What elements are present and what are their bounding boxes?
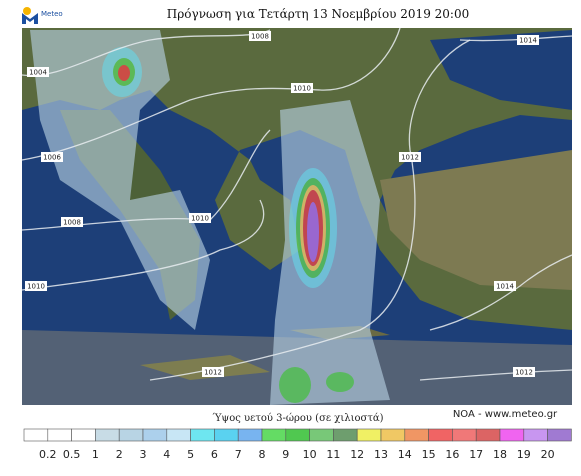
legend-label: 4 [163, 448, 170, 461]
isobar-label-box [25, 281, 47, 291]
map: 1004 1008 1014 1010 1006 1012 1008 1010 1010 1014… [21, 27, 573, 405]
legend-label: 10 [303, 448, 317, 461]
legend-label: 20 [541, 448, 555, 461]
rain-cell [326, 372, 354, 392]
isobar-label: 1010 [293, 85, 311, 93]
land-anatolia [380, 150, 572, 290]
isobar-label-box [513, 367, 535, 377]
isobar-label: 1010 [27, 283, 45, 291]
legend: 0.2 0.5 1 2 3 4 5 6 7 8 9 10 11 12 13 14 15 16 17 18 19 20 [23, 428, 572, 461]
rain-cell [118, 65, 130, 81]
legend-label: 18 [493, 448, 507, 461]
legend-swatch [214, 428, 239, 442]
legend-label: 0.2 [39, 448, 57, 461]
logo-text: Meteo [41, 10, 63, 18]
legend-swatch [95, 428, 120, 442]
isobar-label-box [61, 217, 83, 227]
legend-swatch [380, 428, 406, 442]
isobar-label: 1010 [191, 215, 209, 223]
isobar-label: 1004 [29, 69, 47, 77]
isobar-label: 1006 [43, 154, 61, 162]
legend-swatch [23, 428, 49, 442]
legend-swatch [333, 428, 358, 442]
isobar-label: 1012 [401, 154, 419, 162]
legend-label: 16 [445, 448, 459, 461]
isobar-labels: 1004 1008 1014 1010 1006 1012 1008 1010 1010 1014… [25, 31, 539, 377]
legend-swatch [475, 428, 501, 442]
legend-label: 0.5 [63, 448, 81, 461]
isobar [419, 369, 573, 381]
legend-label: 3 [140, 448, 147, 461]
isobar-label-box [249, 31, 271, 41]
isobar-label: 1014 [496, 283, 514, 291]
isobar-label: 1014 [519, 37, 537, 45]
legend-swatch [547, 428, 572, 442]
isobar [21, 29, 271, 77]
legend-label: 6 [211, 448, 218, 461]
legend-swatch [523, 428, 548, 442]
precipitation [30, 30, 390, 405]
black-sea [430, 30, 572, 110]
isobar-label: 1008 [251, 33, 269, 41]
credit: NOA - www.meteo.gr [453, 409, 558, 420]
isobar [21, 199, 265, 291]
legend-label: 14 [398, 448, 412, 461]
land-balkans [22, 28, 572, 330]
legend-label: 11 [326, 448, 340, 461]
legend-swatch [142, 428, 168, 442]
legend-swatch [261, 428, 287, 442]
legend-swatch [309, 428, 334, 442]
legend-label: 17 [469, 448, 483, 461]
isobar [149, 39, 471, 381]
logo-mark [22, 13, 38, 24]
isobar [429, 254, 573, 331]
legend-swatch [118, 428, 144, 442]
legend-swatch [428, 428, 453, 442]
legend-label: 2 [116, 448, 123, 461]
legend-swatch [285, 428, 310, 442]
legend-title: Ύψος υετού 3-ώρου (σε χιλιοστά) [212, 413, 383, 424]
isobar-label-box [291, 83, 313, 93]
legend-swatch [166, 428, 191, 442]
legend-swatch [404, 428, 429, 442]
title: Πρόγνωση για Τετάρτη 13 Νοεμβρίου 2019 2… [167, 7, 469, 21]
legend-swatch [47, 428, 72, 442]
legend-swatch [499, 428, 525, 442]
rain-cell [279, 367, 311, 403]
legend-label: 12 [350, 448, 364, 461]
legend-swatch [356, 428, 382, 442]
legend-swatch [71, 428, 96, 442]
legend-label: 1 [92, 448, 99, 461]
legend-label: 5 [187, 448, 194, 461]
isobar-label: 1008 [63, 219, 81, 227]
legend-label: 15 [422, 448, 436, 461]
legend-swatch [237, 428, 263, 442]
isobar-label-box [202, 367, 224, 377]
isobar [21, 27, 401, 161]
rain-cell [307, 202, 319, 262]
isobar-label-box [517, 35, 539, 45]
logo-sun [23, 7, 31, 15]
rain-light [30, 30, 210, 330]
legend-label: 13 [374, 448, 388, 461]
legend-label: 8 [259, 448, 266, 461]
isobar-label: 1012 [204, 369, 222, 377]
legend-swatch [190, 428, 215, 442]
logo: Meteo [22, 7, 63, 24]
legend-label: 9 [282, 448, 289, 461]
isobar-label-box [189, 213, 211, 223]
isobar-label-box [41, 152, 63, 162]
isobar-label-box [494, 281, 516, 291]
isobar-label-box [27, 67, 49, 77]
legend-label: 7 [235, 448, 242, 461]
legend-swatch [452, 428, 477, 442]
legend-label: 19 [517, 448, 531, 461]
isobar-label: 1012 [515, 369, 533, 377]
isobar-label-box [399, 152, 421, 162]
